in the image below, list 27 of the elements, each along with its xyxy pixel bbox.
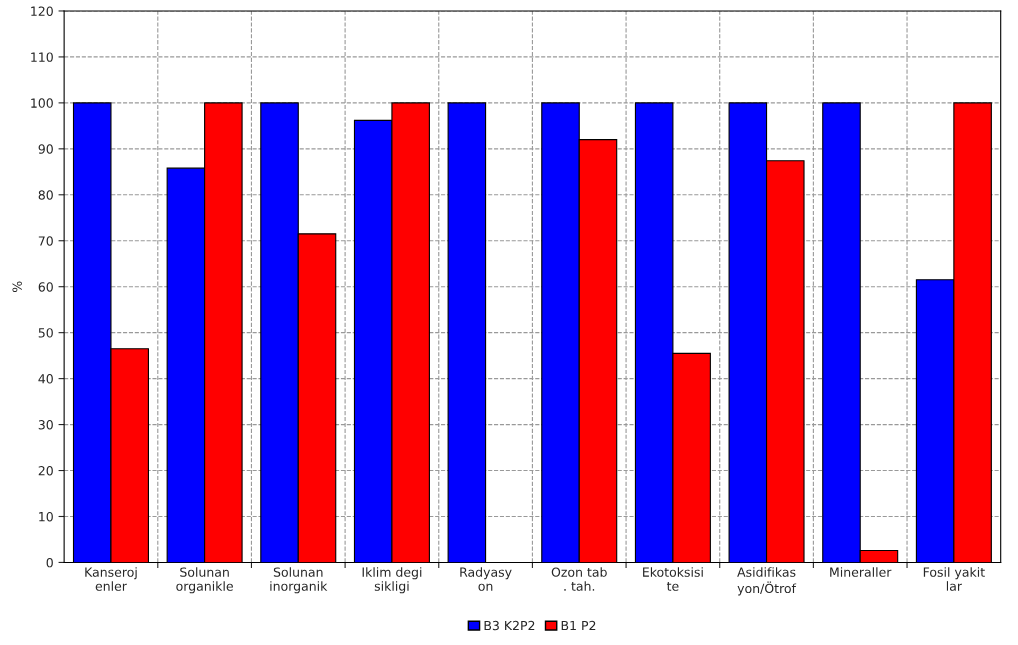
legend-label: B3 K2P2 [484, 620, 535, 631]
x-tick-label: Mineraller [830, 567, 892, 577]
y-tick-label: 80 [38, 190, 53, 200]
y-tick-label: 100 [31, 98, 53, 108]
x-tick-label: Radyasy on [460, 567, 512, 591]
y-axis-title: % [12, 281, 22, 292]
y-tick-label: 20 [38, 466, 53, 476]
y-tick-label: 0 [46, 557, 53, 568]
y-tick-label: 70 [38, 236, 53, 246]
y-tick-label: 110 [31, 52, 53, 62]
x-tick-label: Kanseroj enler [85, 567, 137, 591]
x-tick-label: Solunan organikle [176, 567, 233, 594]
x-tick-label: Solunan inorganik [270, 567, 328, 594]
y-tick-label: 120 [31, 6, 53, 16]
x-tick-label: Iklim degi sikligi [362, 567, 422, 594]
y-tick-label: 40 [38, 374, 53, 384]
y-tick-label: 50 [38, 328, 53, 338]
y-tick-label: 60 [38, 282, 53, 292]
bar [447, 102, 487, 563]
y-tick-label: 90 [38, 144, 53, 154]
x-tick-label: Fosil yakit lar [923, 567, 985, 591]
x-tick-label: Ozon tab . tah. [551, 567, 607, 591]
x-tick-label: Asidifikas yon/Ötrof [737, 567, 797, 596]
y-tick-label: 10 [39, 511, 53, 522]
y-tick-label: 30 [38, 420, 53, 430]
legend-label: B1 P2 [561, 620, 596, 631]
x-tick-label: Ekotoksisi te [643, 567, 703, 591]
